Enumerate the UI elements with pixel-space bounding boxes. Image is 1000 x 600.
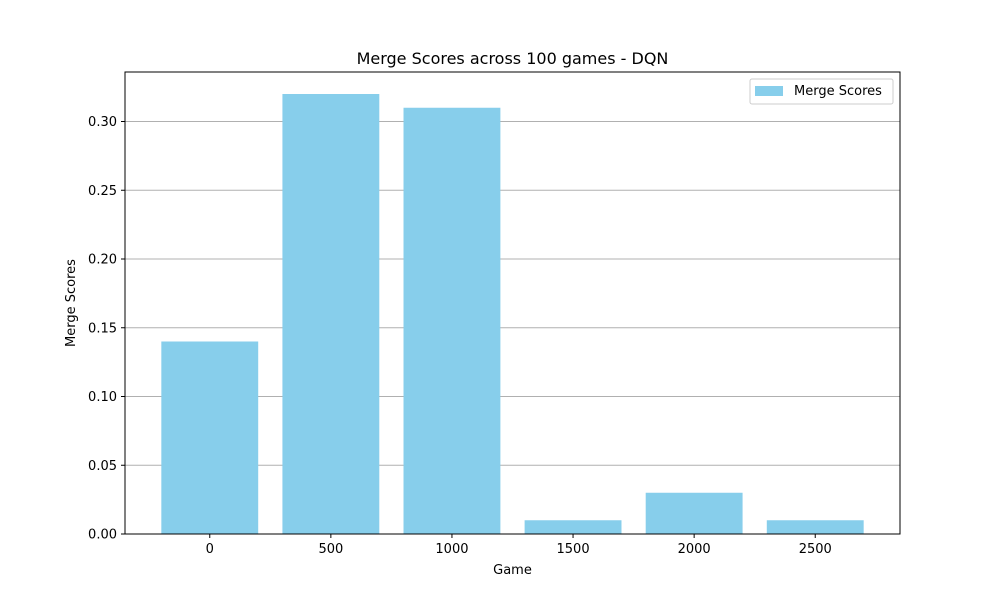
chart-title: Merge Scores across 100 games - DQN bbox=[357, 49, 669, 68]
x-tick-label: 0 bbox=[206, 542, 214, 557]
x-tick-label: 2000 bbox=[678, 542, 711, 557]
legend: Merge Scores bbox=[749, 78, 894, 105]
x-tick-label: 500 bbox=[318, 542, 343, 557]
bar bbox=[645, 492, 743, 534]
bar bbox=[282, 94, 380, 534]
x-axis-label: Game bbox=[493, 563, 532, 578]
y-axis-label: Merge Scores bbox=[64, 259, 79, 347]
y-tick-label: 0.25 bbox=[88, 184, 117, 199]
bar bbox=[403, 107, 501, 534]
y-tick-label: 0.00 bbox=[88, 528, 117, 543]
x-ticks: 0 500 1000 1500 2000 2500 bbox=[206, 534, 832, 557]
y-tick-label: 0.05 bbox=[88, 459, 117, 474]
y-tick-label: 0.30 bbox=[88, 115, 117, 130]
y-tick-label: 0.20 bbox=[88, 253, 117, 268]
bar-layer bbox=[161, 94, 864, 534]
x-tick-label: 2500 bbox=[799, 542, 832, 557]
y-tick-label: 0.15 bbox=[88, 321, 117, 336]
legend-swatch bbox=[755, 86, 783, 96]
bar bbox=[524, 520, 622, 534]
y-ticks: 0.00 0.05 0.10 0.15 0.20 0.25 0.30 bbox=[88, 115, 125, 543]
legend-box bbox=[749, 78, 894, 105]
legend-label: Merge Scores bbox=[794, 84, 882, 99]
bar bbox=[161, 341, 259, 534]
bar bbox=[766, 520, 864, 534]
x-tick-label: 1000 bbox=[435, 542, 468, 557]
x-tick-label: 1500 bbox=[557, 542, 590, 557]
y-tick-label: 0.10 bbox=[88, 390, 117, 405]
plot-frame bbox=[124, 71, 901, 535]
